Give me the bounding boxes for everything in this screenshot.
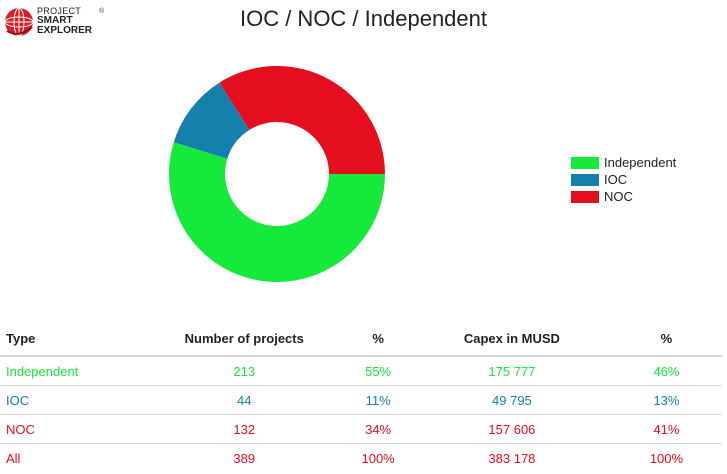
chart-legend: Independent IOC NOC [571,154,676,205]
registered-mark: ® [99,8,105,15]
table-row: Independent 213 55% 175 777 46% [0,356,722,386]
slice-ioc [173,82,250,159]
globe-icon [4,7,34,37]
cell-projects: 132 [145,414,344,444]
cell-capex: 175 777 [412,356,611,386]
table-row: NOC 132 34% 157 606 41% [0,414,722,444]
cell-capex: 157 606 [412,414,611,444]
table-header-row: Type Number of projects % Capex in MUSD … [0,322,722,357]
header-type: Type [0,322,146,357]
cell-projects-percent: 55% [343,356,413,386]
logo-line-project: PROJECT [37,6,82,16]
cell-capex: 49 795 [412,385,611,415]
logo-line-explorer: EXPLORER [37,25,93,36]
legend-item-noc: NOC [571,188,676,205]
cell-projects-percent: 100% [361,450,395,466]
cell-projects: 389 [233,450,256,466]
cell-type: IOC [0,385,146,415]
cell-projects: 213 [145,356,344,386]
cell-capex-percent: 46% [610,356,722,386]
summary-table: Type Number of projects % Capex in MUSD … [0,322,722,472]
cell-capex: 383 178 [488,450,536,466]
cell-capex-percent: 41% [610,414,722,444]
donut-chart [169,66,385,282]
legend-label: Independent [604,155,677,170]
cell-projects-percent: 34% [343,414,413,444]
slice-independent [169,142,385,282]
chart-title: IOC / NOC / Independent [239,6,488,31]
legend-swatch [571,190,599,203]
header-capex: Capex in MUSD [412,322,611,357]
logo: PROJECT SMART EXPLORER ® [4,5,104,41]
legend-label: NOC [604,189,633,204]
header-number-of-projects: Number of projects [145,322,344,357]
legend-swatch [571,156,599,169]
cell-capex-percent: 100% [649,450,684,466]
header-projects-percent: % [343,322,413,357]
legend-item-independent: Independent [571,154,676,171]
cell-type: All [6,450,21,466]
header-capex-percent: % [610,322,722,357]
legend-item-ioc: IOC [571,171,676,188]
cell-projects: 44 [145,385,344,415]
cell-capex-percent: 13% [610,385,722,415]
cell-type: NOC [0,414,146,444]
table-row-total: All 389 100% 383 178 100% [0,444,722,473]
table-row: IOC 44 11% 49 795 13% [0,385,722,415]
legend-swatch [571,173,599,186]
legend-label: IOC [604,172,628,187]
logo-line-smart: SMART [37,15,73,26]
slice-noc [219,66,385,174]
cell-projects-percent: 11% [343,385,413,415]
cell-type: Independent [0,356,146,386]
